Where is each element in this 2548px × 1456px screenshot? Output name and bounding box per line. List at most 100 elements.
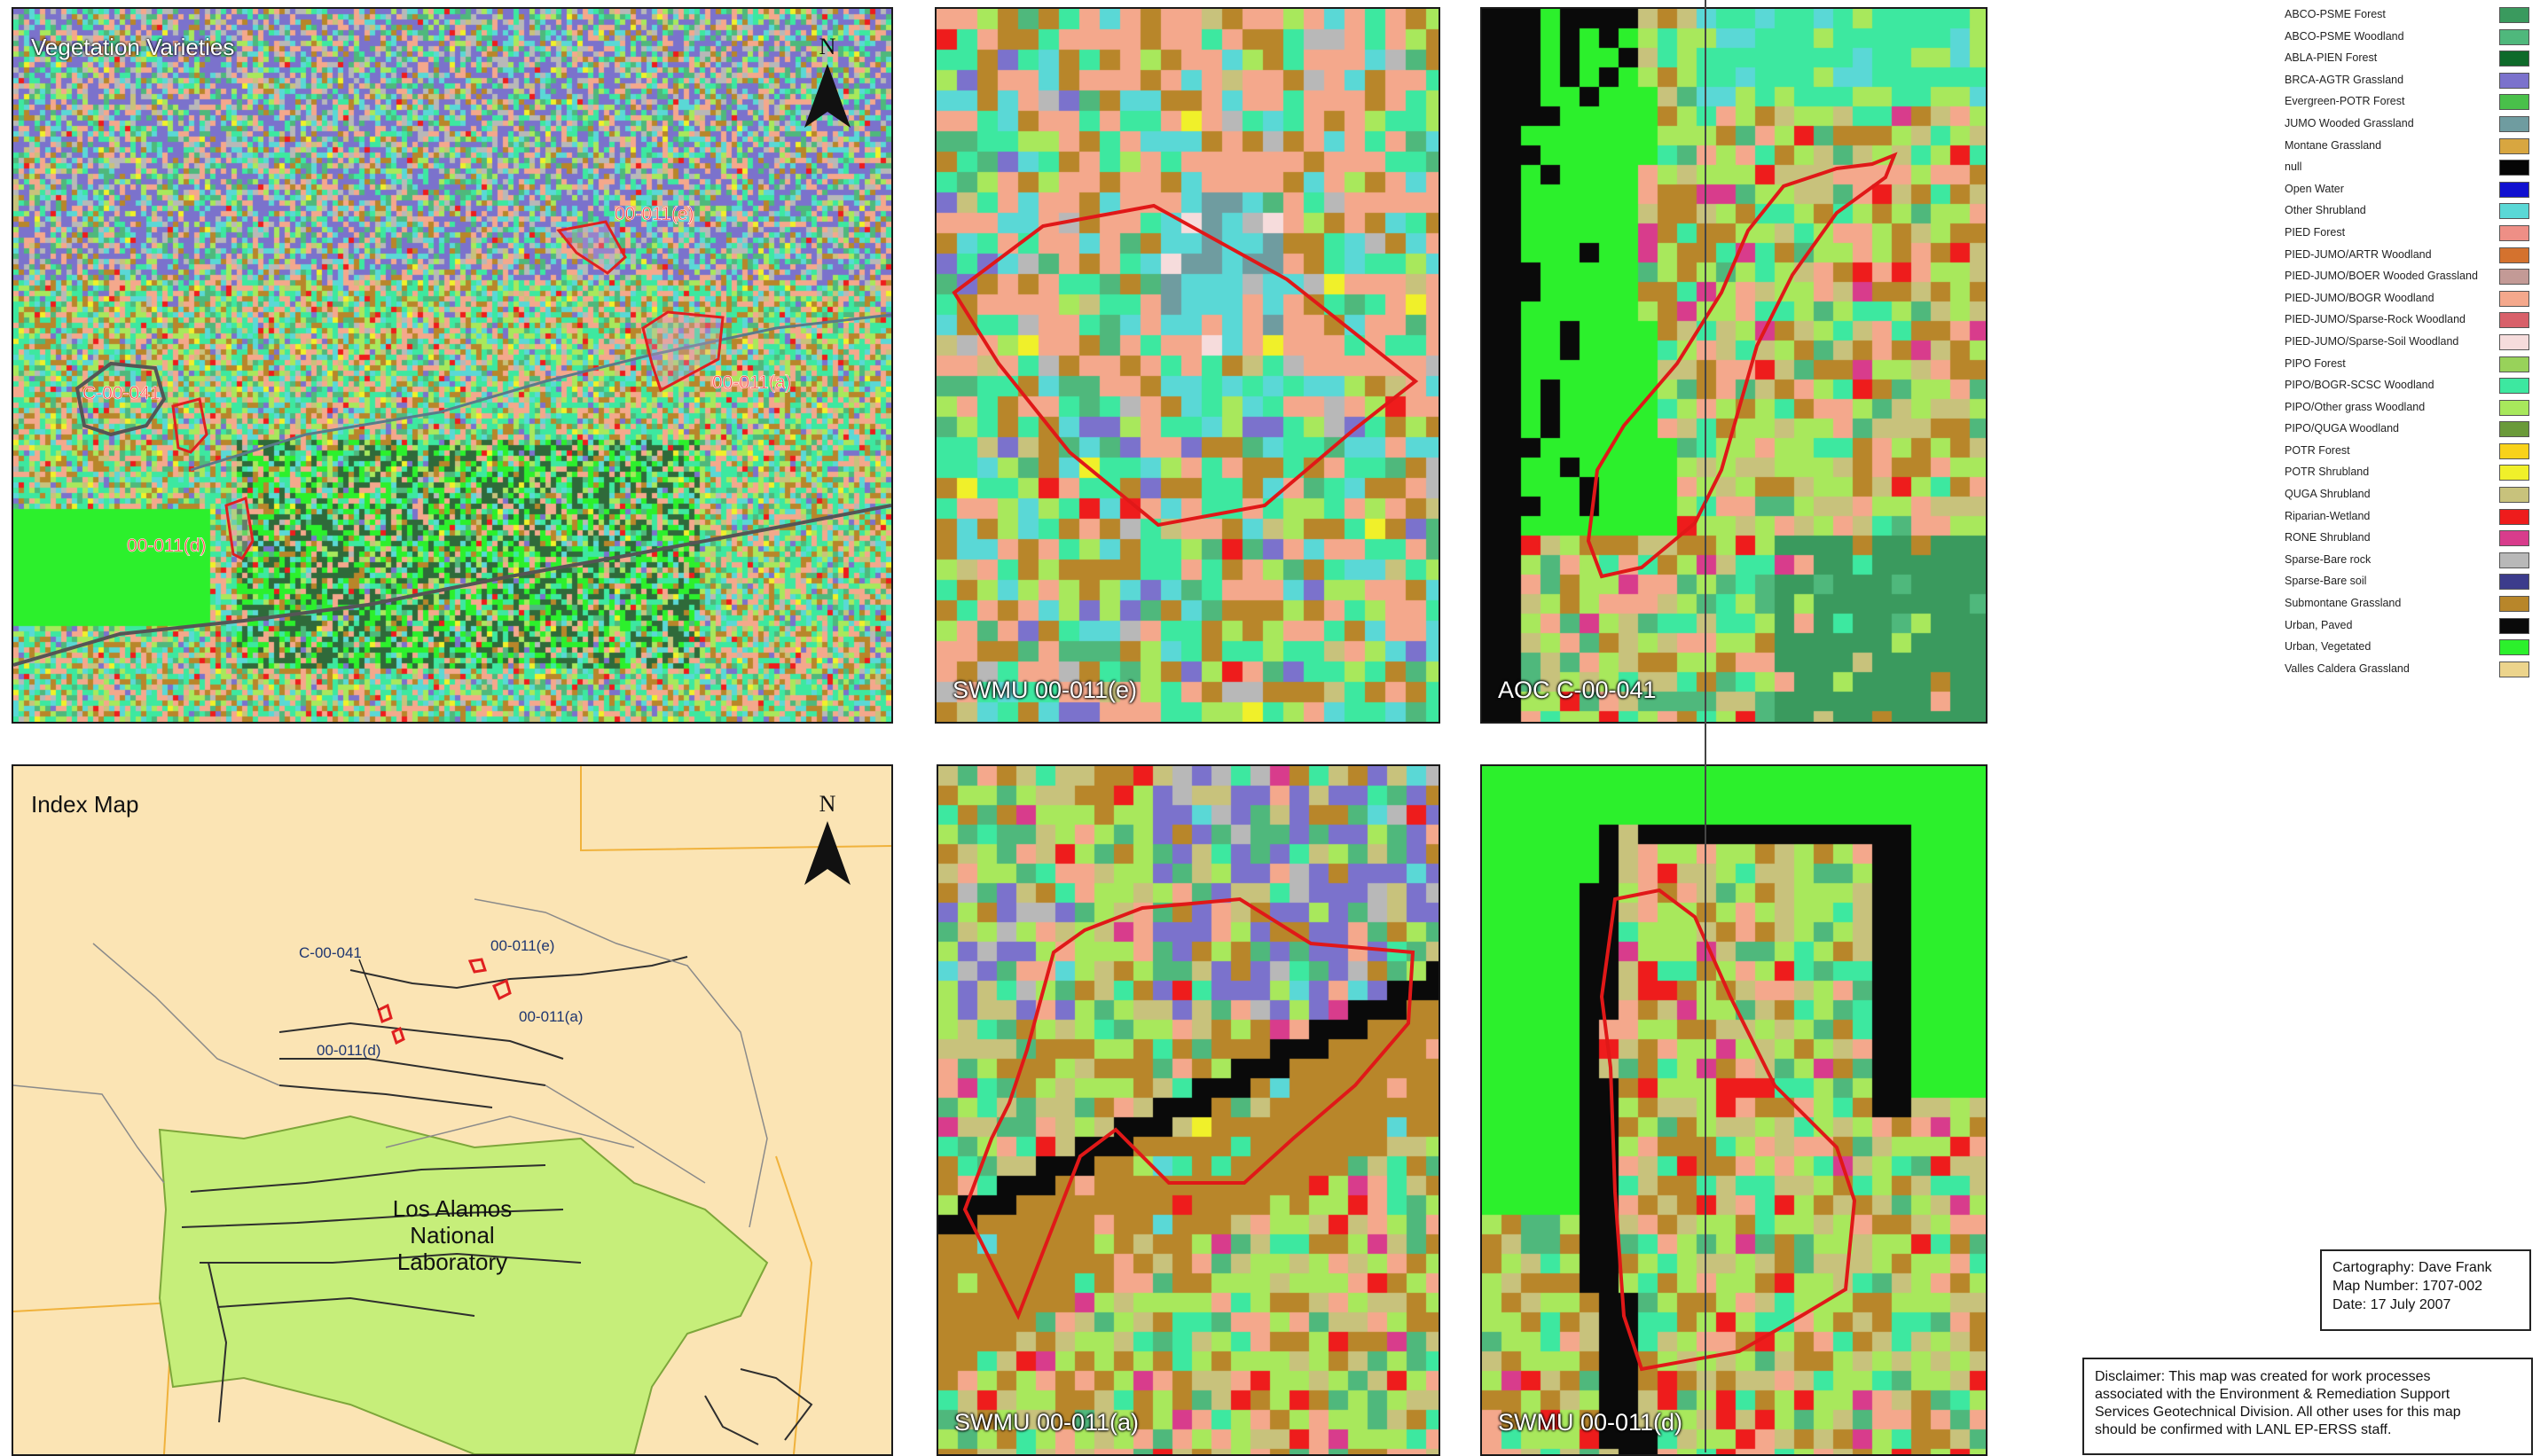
legend-item: Open Water (2283, 180, 2531, 202)
panel-label: SWMU 00-011(a) (954, 1409, 1140, 1436)
site-outline-c-boundary (74, 361, 167, 437)
legend-swatch (2499, 269, 2529, 286)
map-number-line: Map Number: 1707-002 (2332, 1279, 2482, 1294)
disclaimer-box: Disclaimer: This map was created for wor… (2082, 1358, 2533, 1455)
legend-swatch (2499, 160, 2529, 176)
legend-item: JUMO Wooded Grassland (2283, 114, 2531, 137)
legend-swatch (2499, 224, 2529, 241)
swmu-e-panel[interactable]: SWMU 00-011(e) (935, 7, 1440, 724)
legend-item: BRCA-AGTR Grassland (2283, 71, 2531, 93)
swmu-a-panel[interactable]: SWMU 00-011(a) (937, 764, 1440, 1456)
legend-label: PIPO/Other grass Woodland (2285, 400, 2426, 413)
legend-label: PIED-JUMO/Sparse-Soil Woodland (2285, 334, 2459, 348)
legend-item: QUGA Shrubland (2283, 485, 2531, 507)
legend-label: Riparian-Wetland (2285, 509, 2371, 522)
legend-swatch (2499, 181, 2529, 198)
legend: ABCO-PSME Forest ABCO-PSME Woodland ABLA-P… (2283, 5, 2531, 681)
legend-label: Urban, Vegetated (2285, 640, 2372, 654)
disclaimer-line: should be confirmed with LANL EP-ERSS st… (2095, 1422, 2392, 1437)
legend-swatch (2499, 639, 2529, 656)
legend-swatch (2499, 596, 2529, 613)
legend-item: PIPO Forest (2283, 355, 2531, 377)
thin-road-lines (13, 898, 768, 1228)
legend-item: PIPO/QUGA Woodland (2283, 419, 2531, 442)
legend-label: ABLA-PIEN Forest (2285, 51, 2378, 65)
cartography-line: Cartography: Dave Frank (2332, 1260, 2492, 1275)
legend-item: Sparse-Bare soil (2283, 572, 2531, 594)
lab-name-line-1: Los Alamos (393, 1195, 512, 1222)
road-network (181, 956, 813, 1445)
legend-swatch (2499, 7, 2529, 23)
index-map-panel[interactable]: 00-011(e) 00-011(a) C-00-041 00-011(d) L… (12, 764, 893, 1456)
site-label-d: 00-011(d) (127, 536, 207, 556)
legend-label: Other Shrubland (2285, 204, 2366, 217)
vegetation-map-panel[interactable]: 00-011(e) 00-011(a) C-00-041 00-011(d) V… (12, 7, 893, 724)
north-arrow-icon: N (801, 791, 854, 893)
site-label-a: 00-011(a) (712, 372, 792, 393)
legend-swatch (2499, 51, 2529, 67)
legend-item: ABLA-PIEN Forest (2283, 49, 2531, 71)
legend-swatch (2499, 312, 2529, 329)
legend-swatch (2499, 28, 2529, 45)
aoc-c-panel[interactable]: AOC C-00-041 (1480, 7, 1987, 724)
legend-label: PIPO/BOGR-SCSC Woodland (2285, 379, 2434, 392)
legend-item: RONE Shrubland (2283, 528, 2531, 551)
legend-item: Valles Caldera Grassland (2283, 660, 2531, 682)
legend-swatch (2499, 247, 2529, 263)
site-outline-c (171, 397, 208, 454)
legend-item: POTR Shrubland (2283, 463, 2531, 485)
legend-label: JUMO Wooded Grassland (2285, 116, 2414, 129)
site-label-c: C-00-041 (82, 383, 161, 403)
legend-label: Submontane Grassland (2285, 597, 2402, 610)
legend-item: ABCO-PSME Woodland (2283, 27, 2531, 50)
disclaimer-line: Services Geotechnical Division. All othe… (2095, 1405, 2461, 1420)
lab-name-line-3: Laboratory (397, 1249, 507, 1275)
panel-title: Vegetation Varieties (31, 34, 235, 60)
site-outline-d (224, 496, 255, 560)
swmu-a-raster (938, 766, 1439, 1454)
legend-label: BRCA-AGTR Grassland (2285, 73, 2404, 86)
legend-item: Sparse-Bare rock (2283, 551, 2531, 573)
legend-label: PIED-JUMO/ARTR Woodland (2285, 247, 2432, 261)
aoc-c-outline (1586, 152, 1898, 579)
legend-item: Urban, Vegetated (2283, 638, 2531, 660)
legend-label: Sparse-Bare soil (2285, 575, 2367, 588)
swmu-e-outline (952, 203, 1419, 528)
panel-label: SWMU 00-011(e) (953, 677, 1138, 703)
legend-item: PIED-JUMO/BOGR Woodland (2283, 289, 2531, 311)
swmu-d-panel[interactable]: SWMU 00-011(d) (1480, 764, 1987, 1456)
index-label-c: C-00-041 (299, 944, 362, 961)
boundary-line (580, 766, 891, 852)
north-arrow-shape (804, 64, 851, 128)
legend-item: Evergreen-POTR Forest (2283, 92, 2531, 114)
vegetation-overlay: 00-011(e) 00-011(a) C-00-041 00-011(d) (13, 204, 891, 667)
panel-title: Index Map (31, 791, 139, 818)
disclaimer-line: associated with the Environment & Remedi… (2095, 1387, 2450, 1402)
legend-item: PIED-JUMO/ARTR Woodland (2283, 246, 2531, 268)
legend-label: null (2285, 160, 2302, 174)
index-map-drawing: 00-011(e) 00-011(a) C-00-041 00-011(d) L… (13, 766, 891, 1454)
cartography-box: Cartography: Dave Frank Map Number: 1707… (2320, 1249, 2531, 1331)
legend-item: POTR Forest (2283, 442, 2531, 464)
legend-item: PIED-JUMO/BOER Wooded Grassland (2283, 267, 2531, 289)
legend-item: Urban, Paved (2283, 616, 2531, 638)
legend-item: PIPO/Other grass Woodland (2283, 398, 2531, 420)
legend-item: PIPO/BOGR-SCSC Woodland (2283, 376, 2531, 398)
legend-swatch (2499, 399, 2529, 416)
legend-swatch (2499, 530, 2529, 547)
legend-swatch (2499, 574, 2529, 591)
index-label-d: 00-011(d) (317, 1042, 380, 1059)
legend-label: Urban, Paved (2285, 618, 2353, 631)
legend-swatch (2499, 203, 2529, 220)
site-outline-a (492, 978, 512, 1001)
lab-name-line-2: National (410, 1222, 494, 1249)
swmu-a-outline (962, 896, 1415, 1320)
legend-item: PIED-JUMO/Sparse-Rock Woodland (2283, 310, 2531, 333)
panel-label: AOC C-00-041 (1498, 677, 1657, 703)
legend-item: PIED-JUMO/Sparse-Soil Woodland (2283, 333, 2531, 355)
legend-swatch (2499, 115, 2529, 132)
legend-label: PIED-JUMO/BOER Wooded Grassland (2285, 270, 2478, 283)
legend-swatch (2499, 94, 2529, 111)
legend-item: ABCO-PSME Forest (2283, 5, 2531, 27)
site-outline-d (391, 1026, 405, 1045)
